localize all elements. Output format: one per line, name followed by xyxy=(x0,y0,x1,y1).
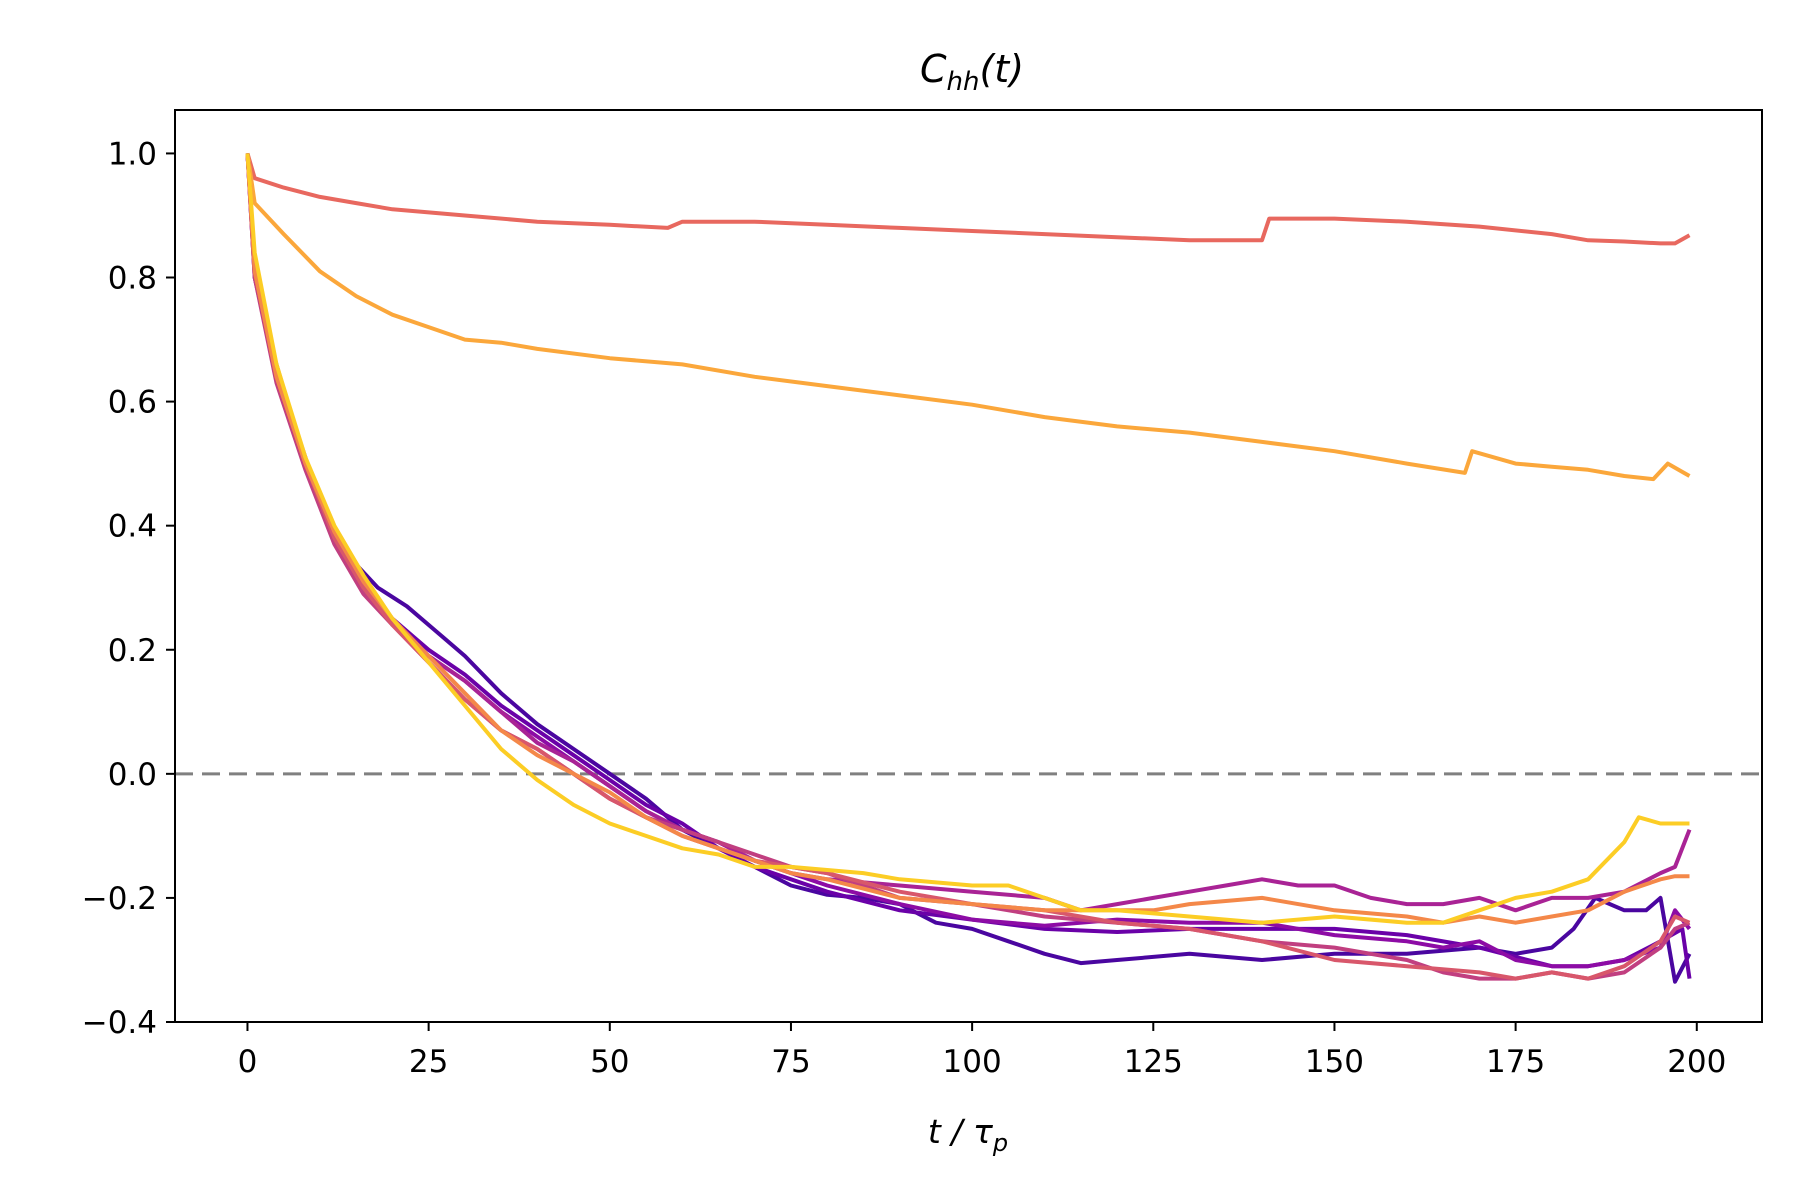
x-axis-label: t / τp xyxy=(928,1112,1008,1157)
x-tick-label: 25 xyxy=(409,1044,448,1080)
y-axis: −0.4 −0.2 0.0 0.2 0.4 0.6 0.8 1.0 xyxy=(82,136,175,1041)
series-line-10 xyxy=(245,153,1690,925)
x-tick-label: 75 xyxy=(771,1044,810,1080)
x-tick-label: 50 xyxy=(590,1044,629,1080)
y-tick-label: 0.8 xyxy=(108,261,157,297)
x-tick-label: 200 xyxy=(1667,1044,1726,1080)
x-tick-label: 100 xyxy=(943,1044,1002,1080)
x-tick-label: 125 xyxy=(1124,1044,1183,1080)
series-line-2 xyxy=(245,153,1691,482)
plot-background xyxy=(175,110,1762,1022)
y-tick-label: 0.4 xyxy=(108,509,157,545)
x-tick-label: 175 xyxy=(1486,1044,1545,1080)
y-tick-label: −0.4 xyxy=(82,1005,157,1041)
series-layer xyxy=(245,152,1692,984)
plot-frame xyxy=(174,109,1763,1023)
y-tick-label: 0.0 xyxy=(108,757,157,793)
x-tick-label: 150 xyxy=(1305,1044,1364,1080)
series-line-1 xyxy=(245,152,1691,246)
y-tick-label: 0.6 xyxy=(108,385,157,421)
y-tick-label: 0.2 xyxy=(108,633,157,669)
y-tick-label: 1.0 xyxy=(108,136,157,172)
x-tick-label: 0 xyxy=(238,1044,258,1080)
chart-title: Chh(t) xyxy=(920,47,1024,97)
x-axis: 0 25 50 75 100 125 150 175 200 xyxy=(238,1022,1726,1080)
plot-area xyxy=(175,110,1762,1022)
y-tick-label: −0.2 xyxy=(82,881,157,917)
